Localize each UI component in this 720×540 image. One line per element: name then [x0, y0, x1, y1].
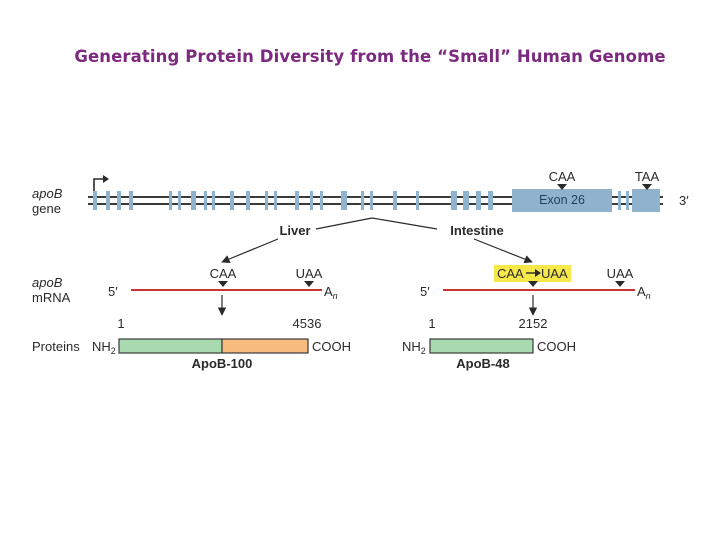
- exon-2: [106, 191, 110, 210]
- tissue-intestine-label: Intestine: [450, 223, 503, 238]
- exon-23: [463, 191, 469, 210]
- edit-from-codon: CAA: [497, 266, 524, 281]
- exon-25: [488, 191, 493, 210]
- gene-taa-marker: [642, 184, 652, 190]
- apob100-start: 1: [117, 316, 124, 331]
- exon-27: [618, 191, 621, 210]
- exon-26-block: [512, 189, 612, 212]
- liver-codon-caa: CAA: [210, 266, 237, 281]
- exon-14: [295, 191, 299, 210]
- exon-16: [320, 191, 323, 210]
- transcription-start-arrow: [93, 175, 109, 193]
- apob100-nh2: NH2: [92, 339, 116, 356]
- liver-mrna-five-prime: 5′: [108, 284, 118, 299]
- exon-11: [246, 191, 250, 210]
- exon-21: [416, 191, 419, 210]
- apob48-cooh: COOH: [537, 339, 576, 354]
- gene-codon-taa: TAA: [635, 169, 660, 184]
- intestine-mrna-five-prime: 5′: [420, 284, 430, 299]
- liver-codon-uaa: UAA: [296, 266, 323, 281]
- exon-5: [169, 191, 172, 210]
- apob48-name: ApoB-48: [456, 356, 509, 371]
- tissue-liver-label: Liver: [279, 223, 310, 238]
- gene-caa-marker: [557, 184, 567, 190]
- mrna-label-line1: apoB: [32, 275, 63, 290]
- apob48-bar: [429, 338, 534, 354]
- exon-9: [212, 191, 215, 210]
- apob48-start: 1: [428, 316, 435, 331]
- intestine-edit-marker: [528, 281, 538, 287]
- exon-3: [117, 191, 121, 210]
- proteins-label: Proteins: [32, 339, 80, 354]
- apob48-nh2: NH2: [402, 339, 426, 356]
- intestine-uaa-marker: [615, 281, 625, 287]
- exon-19: [370, 191, 373, 210]
- gene-exons: [93, 189, 660, 212]
- exon-1: [93, 191, 97, 210]
- editing-arrow-icon: [526, 269, 541, 277]
- exon-26-label: Exon 26: [539, 193, 585, 207]
- gene-label-line1: apoB: [32, 186, 63, 201]
- apob100-bar-n: [118, 338, 223, 354]
- liver-mrna-polya: An: [324, 284, 338, 301]
- apob48-end: 2152: [519, 316, 548, 331]
- gene-three-prime: 3′: [679, 193, 689, 208]
- exon-8: [204, 191, 207, 210]
- apob100-bar-c: [221, 338, 309, 354]
- exon-20: [393, 191, 397, 210]
- exon-7: [191, 191, 196, 210]
- edit-to-codon: UAA: [541, 266, 568, 281]
- exon-10: [230, 191, 234, 210]
- exon-24: [476, 191, 481, 210]
- mrna-label-line2: mRNA: [32, 290, 71, 305]
- tissue-split-lines: [315, 217, 438, 230]
- intestine-codon-uaa: UAA: [607, 266, 634, 281]
- exon-29: [632, 189, 660, 212]
- exon-22: [451, 191, 457, 210]
- slide-title: Generating Protein Diversity from the “S…: [74, 47, 666, 66]
- intestine-arrow: [473, 238, 533, 264]
- exon-15: [310, 191, 313, 210]
- exon-17: [341, 191, 347, 210]
- exon-4: [129, 191, 133, 210]
- apob100-cooh: COOH: [312, 339, 351, 354]
- apob100-end: 4536: [293, 316, 322, 331]
- liver-uaa-marker: [304, 281, 314, 287]
- exon-12: [265, 191, 268, 210]
- exon-6: [178, 191, 181, 210]
- intestine-mrna-polya: An: [637, 284, 651, 301]
- gene-label-line2: gene: [32, 201, 61, 216]
- exon-13: [274, 191, 277, 210]
- liver-caa-marker: [218, 281, 228, 287]
- gene-codon-caa: CAA: [549, 169, 576, 184]
- apob100-name: ApoB-100: [192, 356, 253, 371]
- exon-28: [626, 191, 629, 210]
- exon-18: [361, 191, 364, 210]
- liver-arrow: [221, 238, 279, 264]
